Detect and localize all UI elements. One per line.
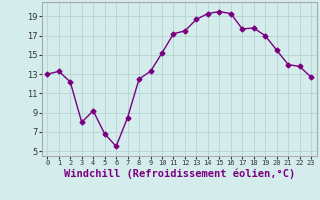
X-axis label: Windchill (Refroidissement éolien,°C): Windchill (Refroidissement éolien,°C) bbox=[64, 169, 295, 179]
